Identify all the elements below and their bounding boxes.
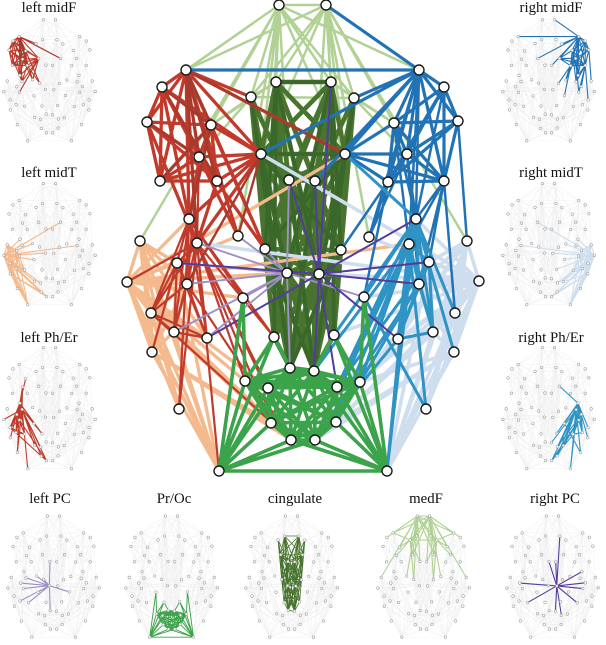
- svg-text:left PC: left PC: [29, 491, 71, 507]
- svg-text:left midT: left midT: [21, 165, 76, 181]
- svg-text:left Ph/Er: left Ph/Er: [20, 330, 77, 346]
- svg-text:right PC: right PC: [530, 491, 580, 507]
- svg-text:left midF: left midF: [22, 0, 77, 16]
- svg-text:right midT: right midT: [519, 165, 583, 181]
- svg-text:right Ph/Er: right Ph/Er: [518, 330, 583, 346]
- svg-text:cingulate: cingulate: [268, 491, 323, 507]
- svg-text:right midF: right midF: [520, 0, 583, 16]
- svg-text:medF: medF: [409, 491, 443, 507]
- svg-text:Pr/Oc: Pr/Oc: [157, 491, 192, 507]
